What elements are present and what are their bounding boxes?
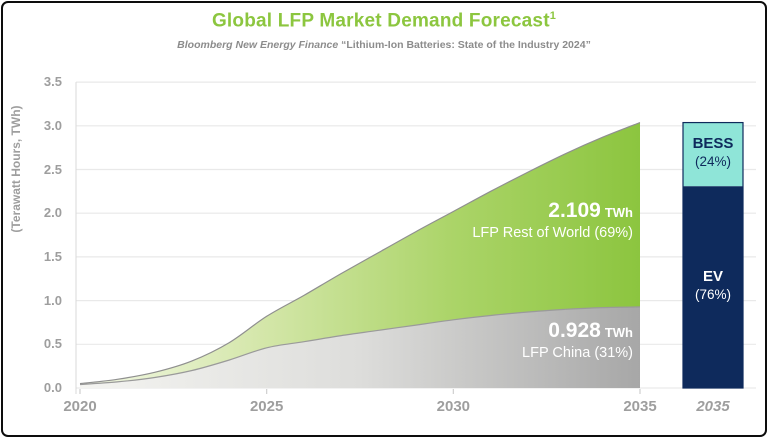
subtitle-report: “Lithium-Ion Batteries: State of the Ind… [341, 39, 591, 51]
ev-name: EV [702, 268, 723, 285]
x-tick-label: 2035 [623, 398, 657, 415]
title-footnote-marker: 1 [549, 10, 557, 22]
ev-pct: (76%) [694, 287, 731, 302]
y-tick-label: 1.0 [43, 292, 62, 308]
chart-subtitle: Bloomberg New Energy Finance “Lithium-Io… [0, 39, 768, 51]
lfp-china-area [80, 306, 640, 388]
bess-segment-label: BESS (24%) [683, 135, 743, 171]
bess-bar-segment [683, 122, 743, 187]
y-tick-label: 0.5 [43, 336, 62, 352]
china-value: 0.928 [548, 319, 601, 342]
x-tick-label: 2020 [63, 398, 97, 415]
china-annotation: 0.928 TWh LFP China (31%) [522, 319, 633, 364]
china-label: LFP China (31%) [522, 345, 633, 361]
row-value: 2.109 [548, 199, 601, 222]
row-unit: TWh [604, 205, 633, 220]
ev-bar-segment [683, 186, 743, 388]
x-tick-label: 2030 [436, 398, 471, 415]
total-boundary-line [79, 122, 641, 385]
ev-segment-label: EV (76%) [683, 268, 743, 304]
bess-name: BESS [692, 135, 734, 152]
y-tick-label: 3.0 [43, 117, 62, 133]
y-tick-label: 2.5 [43, 161, 62, 177]
bess-pct: (24%) [694, 154, 731, 169]
bar-x-tick-label: 2035 [696, 398, 730, 415]
x-tick-label: 2025 [249, 398, 284, 415]
y-tick-label: 2.0 [43, 205, 62, 221]
china-unit: TWh [604, 325, 633, 340]
rest-of-world-annotation: 2.109 TWh LFP Rest of World (69%) [472, 199, 633, 244]
subtitle-source: Bloomberg New Energy Finance [177, 39, 339, 51]
y-tick-label: 3.5 [43, 74, 62, 90]
china-boundary-line [79, 306, 641, 386]
row-label: LFP Rest of World (69%) [472, 225, 633, 241]
y-tick-label: 0.0 [43, 380, 62, 395]
page-title: Global LFP Market Demand Forecast1 [0, 10, 768, 32]
lfp-rest-of-world-area [80, 122, 640, 385]
title-text: Global LFP Market Demand Forecast [211, 10, 550, 32]
y-tick-label: 1.5 [43, 248, 62, 264]
bar-outline [682, 121, 744, 389]
